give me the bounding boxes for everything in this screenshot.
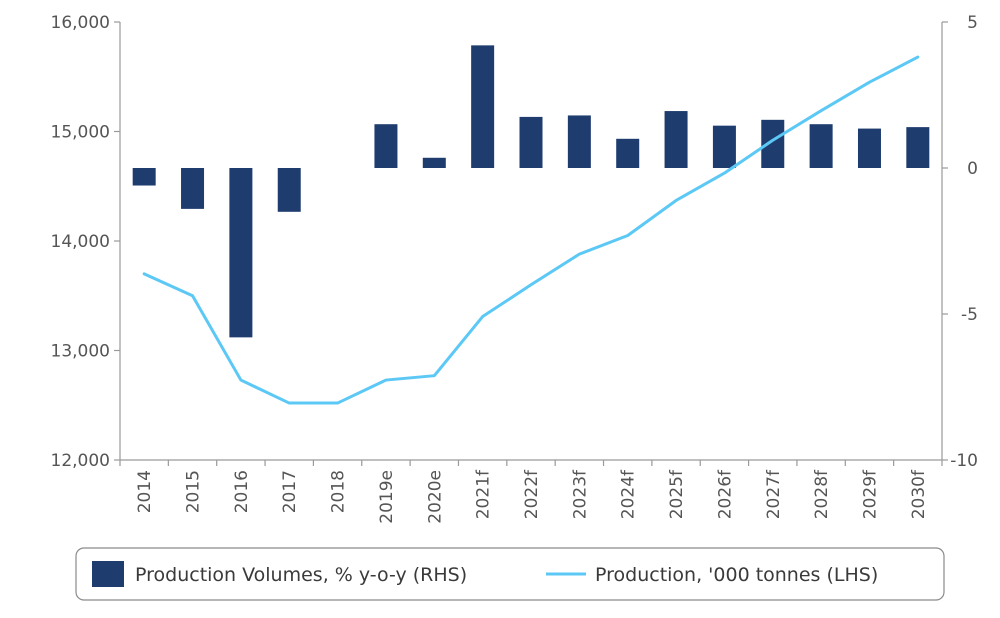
bar-2025f	[664, 111, 688, 168]
bar-2016	[229, 168, 253, 338]
bar-2020e	[422, 157, 446, 168]
x-tick-label: 2016	[232, 470, 252, 513]
left-tick-label: 13,000	[51, 342, 110, 362]
right-tick-label: -5	[961, 305, 978, 325]
bar-2029f	[857, 128, 881, 168]
bar-2027f	[761, 119, 785, 168]
x-tick-label: 2021f	[474, 469, 494, 519]
x-tick-label: 2023f	[570, 469, 590, 519]
x-tick-label: 2019e	[377, 470, 397, 524]
bar-2017	[277, 168, 301, 212]
left-tick-label: 14,000	[51, 232, 110, 252]
bar-2019e	[374, 124, 398, 168]
x-tick-label: 2025f	[667, 469, 687, 519]
left-tick-label: 16,000	[51, 13, 110, 33]
line-series	[142, 55, 920, 405]
x-tick-label: 2028f	[812, 469, 832, 519]
x-tick-label: 2015	[184, 470, 204, 513]
x-tick-label: 2030f	[909, 469, 929, 519]
x-tick-label: 2014	[135, 470, 155, 513]
x-tick-label: 2017	[280, 470, 300, 513]
production-line	[142, 55, 920, 405]
bar-2021f	[471, 45, 495, 168]
legend-bar-swatch	[92, 561, 124, 587]
bar-2014	[132, 168, 156, 186]
bar-2030f	[906, 127, 930, 168]
x-tick-label: 2027f	[764, 469, 784, 519]
x-tick-label: 2026f	[715, 469, 735, 519]
left-tick-label: 15,000	[51, 123, 110, 143]
x-tick-label: 2018	[329, 470, 349, 513]
legend: Production Volumes, % y-o-y (RHS) Produc…	[75, 547, 945, 601]
x-tick-label: 2022f	[522, 469, 542, 519]
right-axis: -10 -5 0 5	[941, 13, 978, 471]
bar-series	[132, 45, 930, 338]
legend-box	[75, 547, 945, 601]
bar-2015	[181, 168, 205, 209]
x-tick-label: 2020e	[425, 470, 445, 524]
x-tick-label: 2024f	[619, 469, 639, 519]
legend-bar-label: Production Volumes, % y-o-y (RHS)	[135, 564, 467, 586]
bar-2024f	[616, 138, 640, 168]
right-tick-label: 5	[967, 13, 978, 33]
right-tick-label: -10	[950, 451, 978, 471]
bar-2026f	[712, 125, 736, 168]
left-tick-label: 12,000	[51, 451, 110, 471]
bar-2023f	[567, 115, 591, 168]
legend-line-label: Production, '000 tonnes (LHS)	[595, 564, 878, 586]
bar-2022f	[519, 116, 543, 168]
x-tick-label: 2029f	[860, 469, 880, 519]
bar-2028f	[809, 124, 833, 168]
x-axis: 2014 2015 2016 2017 2018 2019e 2020e 2021f 2022f…	[119, 459, 943, 524]
right-tick-label: 0	[967, 159, 978, 179]
left-axis: 12,000 13,000 14,000 15,000 16,000	[51, 13, 121, 471]
